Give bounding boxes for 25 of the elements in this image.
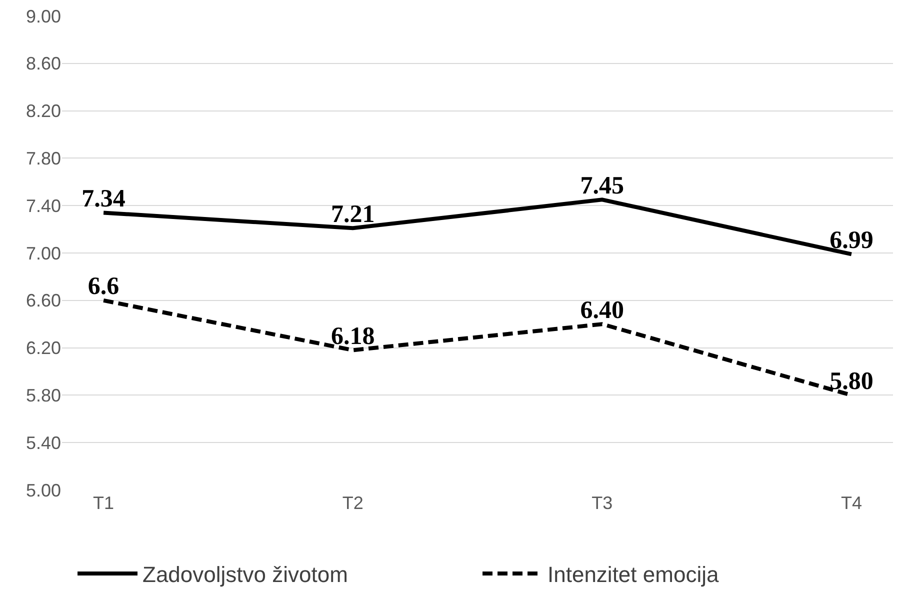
data-label: 6.40 [580, 296, 624, 324]
y-tick-label: 6.20 [26, 338, 61, 358]
legend-label: Zadovoljstvo životom [142, 562, 348, 588]
y-tick-label: 8.20 [26, 101, 61, 122]
y-tick-label: 6.60 [26, 290, 61, 311]
y-tick-label: 8.60 [26, 54, 61, 74]
data-label: 6.6 [88, 273, 120, 300]
y-tick-label: 5.40 [26, 432, 61, 453]
data-label: 7.21 [330, 200, 375, 228]
y-tick-label: 7.00 [26, 243, 61, 264]
y-tick-label: 5.00 [26, 480, 61, 500]
legend-label: Intenzitet emocija [548, 562, 720, 588]
data-label: 7.45 [580, 172, 624, 200]
x-tick-label: T3 [592, 493, 613, 513]
data-label: 6.99 [830, 226, 874, 254]
x-tick-label: T1 [93, 493, 114, 513]
y-tick-label: 9.00 [26, 6, 61, 26]
x-tick-label: T4 [840, 493, 862, 513]
data-label: 5.80 [830, 368, 874, 395]
data-label: 6.18 [330, 322, 375, 350]
y-tick-label: 7.80 [26, 148, 61, 168]
y-tick-label: 7.40 [26, 196, 61, 216]
x-tick-label: T2 [342, 493, 364, 513]
data-label: 7.34 [82, 185, 126, 212]
y-tick-label: 5.80 [26, 386, 61, 406]
